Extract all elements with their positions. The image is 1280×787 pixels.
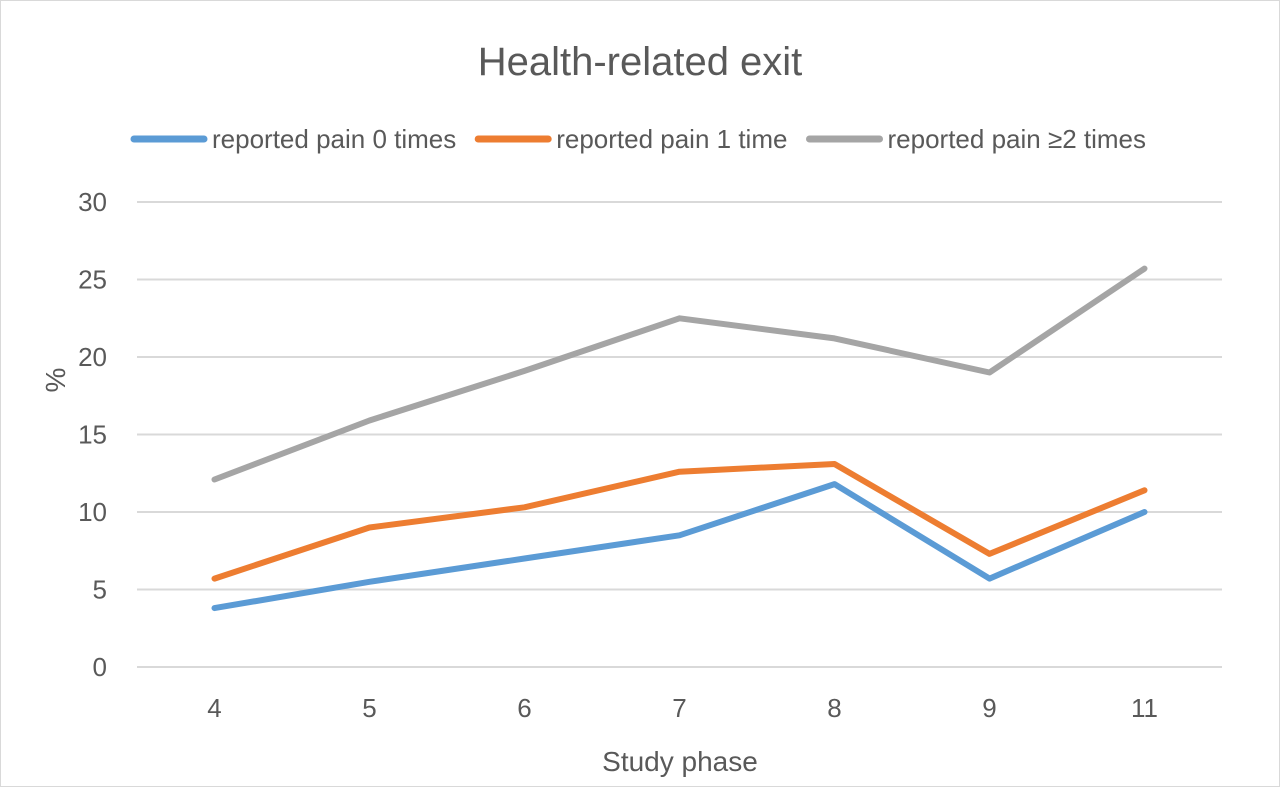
y-axis-label: % bbox=[40, 368, 71, 393]
chart-title: Health-related exit bbox=[478, 40, 803, 84]
y-axis-ticks: 0 5 10 15 20 25 30 bbox=[78, 187, 107, 682]
legend-item: reported pain 1 time bbox=[474, 124, 787, 154]
series-lines bbox=[211, 265, 1148, 612]
legend-item: reported pain 0 times bbox=[130, 124, 456, 154]
y-tick-label: 5 bbox=[93, 575, 107, 605]
x-axis-ticks: 4 5 6 7 8 9 11 bbox=[207, 693, 1158, 723]
legend-label: reported pain 1 time bbox=[556, 124, 787, 154]
x-axis-label: Study phase bbox=[602, 746, 758, 777]
gridlines bbox=[137, 201, 1222, 668]
legend-label: reported pain 0 times bbox=[212, 124, 456, 154]
x-tick-label: 9 bbox=[982, 693, 996, 723]
series-line bbox=[211, 461, 1148, 582]
y-tick-label: 15 bbox=[78, 420, 107, 450]
legend-item: reported pain ≥2 times bbox=[806, 124, 1147, 154]
y-tick-label: 30 bbox=[78, 187, 107, 217]
x-tick-label: 8 bbox=[827, 693, 841, 723]
legend-label: reported pain ≥2 times bbox=[888, 124, 1147, 154]
x-tick-label: 6 bbox=[517, 693, 531, 723]
series-line bbox=[211, 265, 1148, 483]
y-tick-label: 10 bbox=[78, 497, 107, 527]
y-tick-label: 0 bbox=[93, 652, 107, 682]
x-tick-label: 7 bbox=[672, 693, 686, 723]
y-tick-label: 20 bbox=[78, 342, 107, 372]
legend: reported pain 0 times reported pain 1 tim… bbox=[130, 124, 1147, 154]
x-tick-label: 4 bbox=[207, 693, 221, 723]
x-tick-label: 11 bbox=[1131, 693, 1158, 723]
series-line bbox=[211, 481, 1148, 612]
y-tick-label: 25 bbox=[78, 265, 107, 295]
x-tick-label: 5 bbox=[362, 693, 376, 723]
